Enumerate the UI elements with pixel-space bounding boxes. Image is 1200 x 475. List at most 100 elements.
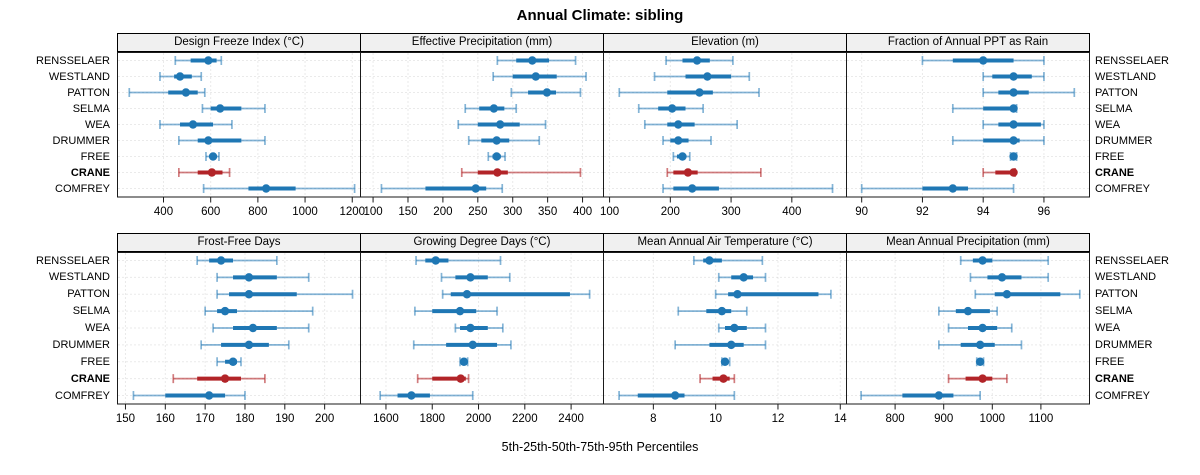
- median-dot: [975, 357, 985, 366]
- site-label-right-drummer: DRUMMER: [1095, 134, 1153, 147]
- percentiles-caption: 5th-25th-50th-75th-95th Percentiles: [501, 440, 699, 454]
- percentile-row-rensselaer: [692, 256, 764, 265]
- plot-panel-frost-free-days: 150 160 170 180 190 200: [116, 252, 361, 425]
- percentile-row-wea: [457, 120, 547, 129]
- median-dot: [207, 168, 217, 177]
- median-dot: [459, 357, 469, 366]
- median-dot: [204, 391, 214, 400]
- plot-panel-mean-annual-precipitation-mm: 800 900 1000 1100: [846, 252, 1090, 425]
- median-dot: [730, 323, 739, 333]
- median-dot: [492, 152, 501, 161]
- median-dot: [248, 323, 258, 333]
- site-label-left-wea: WEA: [84, 322, 110, 334]
- site-label-left-wea: WEA: [84, 118, 110, 131]
- median-dot: [1009, 72, 1018, 81]
- median-dot: [1002, 290, 1012, 299]
- axis-tick-label: 800: [886, 413, 905, 425]
- percentile-row-westland: [492, 72, 587, 81]
- percentile-row-wea: [717, 323, 767, 333]
- site-label-left-crane: CRANE: [70, 372, 110, 385]
- percentile-row-wea: [947, 323, 1013, 333]
- percentile-row-rensselaer: [496, 56, 577, 65]
- percentile-row-drummer: [674, 340, 767, 350]
- site-label-right-westland: WESTLAND: [1095, 70, 1157, 83]
- site-label-right-wea: WEA: [1095, 118, 1121, 131]
- site-label-right-patton: PATTON: [1095, 86, 1138, 99]
- median-dot: [948, 184, 958, 193]
- site-label-right-rensselaer: RENSSELAER: [1095, 254, 1169, 267]
- median-dot: [1009, 136, 1018, 145]
- median-dot: [670, 391, 680, 400]
- axis-tick-label: 400: [573, 206, 592, 218]
- median-dot: [1009, 152, 1018, 161]
- axis-tick-label: 14: [834, 413, 847, 425]
- percentile-row-crane: [666, 168, 762, 177]
- axis-tick-label: 200: [315, 413, 334, 425]
- percentile-row-comfrey: [380, 184, 504, 193]
- site-label-left-comfrey: COMFREY: [55, 389, 110, 402]
- axis-tick-label: 1200: [339, 206, 365, 218]
- median-dot: [683, 168, 693, 177]
- axis-tick-label: 1000: [292, 206, 318, 218]
- median-dot: [216, 256, 226, 265]
- median-dot: [493, 168, 502, 177]
- axis-tick-label: 170: [196, 413, 215, 425]
- median-dot: [733, 290, 742, 299]
- panel-header-design-freeze-index-c: Design Freeze Index (°C): [117, 33, 361, 52]
- plot-panel-elevation-m: 100 200 300 400: [600, 52, 847, 218]
- percentile-row-free: [459, 357, 469, 367]
- axis-tick-label: 10: [709, 413, 722, 425]
- percentile-row-patton: [441, 289, 591, 299]
- median-dot: [963, 306, 973, 316]
- axis-tick-label: 900: [934, 413, 953, 425]
- median-dot: [220, 306, 230, 316]
- percentile-row-crane: [460, 168, 582, 177]
- median-dot: [215, 104, 225, 113]
- median-dot: [678, 152, 687, 161]
- site-label-left-drummer: DRUMMER: [52, 338, 110, 351]
- median-dot: [455, 306, 465, 316]
- percentile-row-free: [720, 357, 731, 367]
- axis-tick-label: 200: [433, 206, 452, 218]
- percentile-row-comfrey: [379, 391, 474, 400]
- percentile-row-free: [487, 152, 506, 161]
- panel-header-effective-precipitation-mm: Effective Precipitation (mm): [360, 33, 604, 52]
- site-label-left-crane: CRANE: [70, 166, 110, 179]
- median-dot: [674, 136, 683, 145]
- axis-tick-label: 180: [235, 413, 254, 425]
- site-label-right-westland: WESTLAND: [1095, 271, 1157, 284]
- axis-tick-label: 600: [201, 206, 220, 218]
- median-dot: [978, 374, 987, 383]
- percentile-row-westland: [969, 272, 1050, 282]
- panel-header-growing-degree-days-c: Growing Degree Days (°C): [360, 233, 604, 252]
- axis-tick-label: 1100: [1029, 413, 1054, 425]
- site-label-right-crane: CRANE: [1095, 166, 1135, 179]
- axis-tick-label: 92: [916, 206, 929, 218]
- percentile-row-crane: [416, 374, 470, 384]
- site-label-right-free: FREE: [1095, 150, 1125, 163]
- site-label-left-rensselaer: RENSSELAER: [36, 54, 110, 67]
- site-label-left-patton: PATTON: [67, 288, 110, 301]
- site-label-left-selma: SELMA: [72, 305, 110, 318]
- site-label-right-crane: CRANE: [1095, 372, 1135, 385]
- percentile-row-crane: [982, 168, 1018, 177]
- median-dot: [471, 184, 480, 193]
- axis-tick-label: 400: [782, 206, 801, 218]
- median-dot: [719, 374, 728, 383]
- median-dot: [466, 273, 475, 282]
- percentile-row-patton: [714, 289, 832, 299]
- site-label-right-comfrey: COMFREY: [1095, 182, 1150, 195]
- median-dot: [261, 184, 271, 193]
- percentile-row-patton: [974, 289, 1081, 299]
- percentile-row-drummer: [177, 136, 266, 145]
- percentile-row-patton: [128, 88, 206, 97]
- axis-tick-label: 1000: [980, 413, 1006, 425]
- percentile-row-westland: [982, 72, 1045, 81]
- median-dot: [978, 56, 988, 65]
- percentile-row-selma: [464, 104, 518, 113]
- percentile-row-free: [216, 357, 242, 367]
- percentile-row-free: [975, 357, 985, 367]
- percentile-row-crane: [699, 374, 736, 384]
- median-dot: [431, 256, 440, 265]
